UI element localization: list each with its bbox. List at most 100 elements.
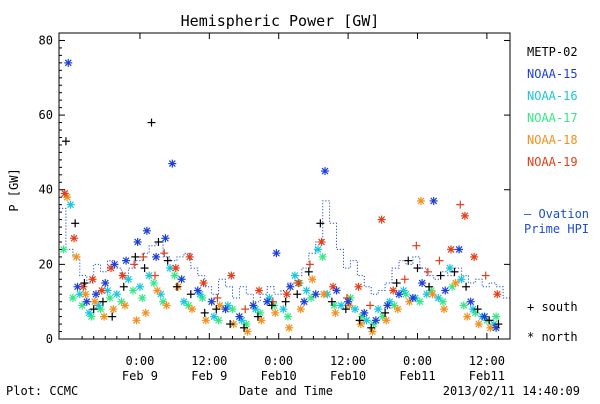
point-noaa-19 bbox=[139, 252, 148, 261]
point-noaa-15 bbox=[441, 286, 450, 295]
point-noaa-16 bbox=[434, 293, 443, 302]
point-noaa-15 bbox=[272, 249, 281, 258]
footer-timestamp: 2013/02/11 14:40:09 bbox=[443, 384, 580, 398]
x-tick-time-label: 0:00 bbox=[125, 354, 154, 368]
legend-noaa-15: NOAA-15 bbox=[527, 67, 578, 81]
x-tick-time-label: 12:00 bbox=[191, 354, 227, 368]
point-noaa-18 bbox=[382, 316, 391, 325]
point-noaa-16 bbox=[362, 316, 371, 325]
point-noaa-19 bbox=[171, 264, 180, 273]
point-noaa-19 bbox=[423, 267, 432, 276]
point-noaa-18 bbox=[81, 290, 90, 299]
point-noaa-18 bbox=[296, 305, 305, 314]
point-noaa-18 bbox=[393, 305, 402, 314]
legend-noaa-18: NOAA-18 bbox=[527, 133, 578, 147]
point-noaa-17 bbox=[129, 286, 138, 295]
point-metp-02 bbox=[119, 282, 128, 291]
point-noaa-17 bbox=[492, 312, 501, 321]
point-noaa-15 bbox=[418, 279, 427, 288]
point-noaa-15 bbox=[235, 312, 244, 321]
point-noaa-19 bbox=[317, 237, 326, 246]
point-noaa-17 bbox=[68, 293, 77, 302]
point-noaa-17 bbox=[149, 279, 158, 288]
point-metp-02 bbox=[404, 256, 413, 265]
point-noaa-19 bbox=[282, 290, 291, 299]
point-noaa-18 bbox=[215, 301, 224, 310]
point-noaa-16 bbox=[66, 200, 75, 209]
point-metp-02 bbox=[293, 290, 302, 299]
point-noaa-16 bbox=[94, 301, 103, 310]
point-metp-02 bbox=[212, 305, 221, 314]
ovation-series bbox=[59, 200, 510, 303]
point-noaa-19 bbox=[447, 245, 456, 254]
point-noaa-15 bbox=[122, 256, 131, 265]
point-noaa-18 bbox=[440, 305, 449, 314]
point-metp-02 bbox=[494, 320, 503, 329]
point-metp-02 bbox=[392, 279, 401, 288]
point-metp-02 bbox=[473, 305, 482, 314]
point-noaa-18 bbox=[109, 305, 118, 314]
point-noaa-19 bbox=[241, 305, 250, 314]
y-tick-label: 0 bbox=[46, 332, 53, 346]
point-noaa-15 bbox=[429, 196, 438, 205]
point-noaa-18 bbox=[308, 275, 317, 284]
point-metp-02 bbox=[281, 297, 290, 306]
x-tick-time-label: 12:00 bbox=[469, 354, 505, 368]
point-noaa-19 bbox=[354, 282, 363, 291]
point-noaa-19 bbox=[366, 301, 375, 310]
point-metp-02 bbox=[108, 312, 117, 321]
point-metp-02 bbox=[80, 279, 89, 288]
footer-source: Plot: CCMC bbox=[6, 384, 78, 398]
point-metp-02 bbox=[89, 305, 98, 314]
point-noaa-16 bbox=[337, 301, 346, 310]
point-noaa-17 bbox=[242, 320, 251, 329]
point-metp-02 bbox=[253, 312, 262, 321]
point-noaa-19 bbox=[60, 189, 69, 198]
legend-metp-02: METP-02 bbox=[527, 45, 578, 59]
point-noaa-18 bbox=[100, 312, 109, 321]
point-noaa-16 bbox=[422, 290, 431, 299]
point-noaa-15 bbox=[360, 308, 369, 317]
point-noaa-15 bbox=[193, 286, 202, 295]
point-noaa-17 bbox=[105, 293, 114, 302]
point-metp-02 bbox=[425, 282, 434, 291]
point-noaa-17 bbox=[307, 293, 316, 302]
point-noaa-16 bbox=[302, 286, 311, 295]
point-noaa-16 bbox=[351, 305, 360, 314]
x-tick-date-label: Feb11 bbox=[399, 369, 435, 383]
point-noaa-15 bbox=[92, 290, 101, 299]
point-metp-02 bbox=[355, 316, 364, 325]
point-metp-02 bbox=[186, 290, 195, 299]
ovation-hpi-line bbox=[59, 200, 510, 303]
point-noaa-18 bbox=[356, 320, 365, 329]
point-noaa-19 bbox=[435, 256, 444, 265]
y-axis-label: P [GW] bbox=[7, 168, 21, 211]
point-noaa-16 bbox=[374, 305, 383, 314]
point-noaa-16 bbox=[85, 308, 94, 317]
point-noaa-15 bbox=[286, 282, 295, 291]
point-noaa-16 bbox=[314, 245, 323, 254]
point-noaa-17 bbox=[78, 301, 87, 310]
point-noaa-19 bbox=[377, 215, 386, 224]
point-noaa-18 bbox=[474, 320, 483, 329]
point-noaa-18 bbox=[72, 252, 81, 261]
point-noaa-18 bbox=[285, 323, 294, 332]
y-tick-label: 60 bbox=[39, 108, 53, 122]
point-noaa-17 bbox=[459, 301, 468, 310]
point-noaa-15 bbox=[161, 234, 170, 243]
point-metp-02 bbox=[172, 282, 181, 291]
point-metp-02 bbox=[131, 252, 140, 261]
point-noaa-19 bbox=[456, 200, 465, 209]
point-noaa-16 bbox=[457, 275, 466, 284]
point-noaa-19 bbox=[185, 252, 194, 261]
point-noaa-19 bbox=[460, 211, 469, 220]
point-noaa-15 bbox=[168, 159, 177, 168]
point-noaa-15 bbox=[320, 167, 329, 176]
x-tick-time-label: 0:00 bbox=[264, 354, 293, 368]
point-noaa-17 bbox=[228, 305, 237, 314]
point-noaa-16 bbox=[166, 264, 175, 273]
point-noaa-18 bbox=[153, 286, 162, 295]
point-noaa-18 bbox=[90, 297, 99, 306]
point-noaa-18 bbox=[463, 312, 472, 321]
